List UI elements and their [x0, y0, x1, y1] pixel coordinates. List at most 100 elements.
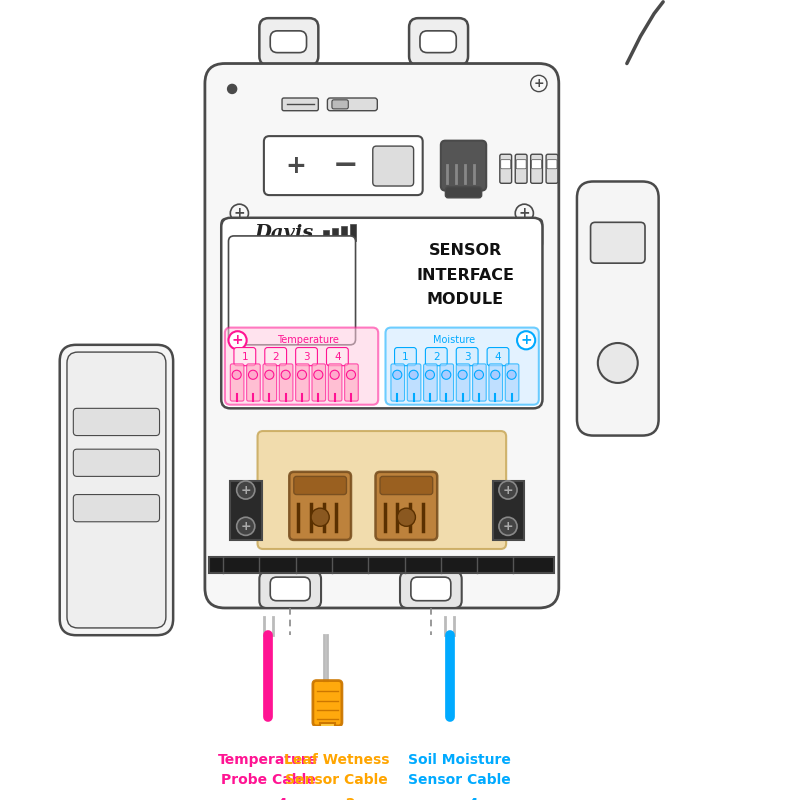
FancyBboxPatch shape	[375, 472, 438, 540]
FancyBboxPatch shape	[259, 18, 318, 66]
Text: Temperature: Temperature	[278, 335, 339, 346]
FancyBboxPatch shape	[296, 347, 318, 366]
FancyBboxPatch shape	[386, 327, 539, 405]
Text: +: +	[518, 206, 530, 220]
Circle shape	[346, 370, 355, 379]
Text: +: +	[234, 206, 245, 220]
FancyBboxPatch shape	[230, 364, 244, 401]
Text: 3: 3	[464, 352, 470, 362]
Circle shape	[229, 331, 246, 350]
FancyBboxPatch shape	[270, 31, 306, 53]
Circle shape	[298, 370, 306, 379]
Circle shape	[458, 370, 467, 379]
Text: 4: 4	[334, 352, 341, 362]
Circle shape	[249, 370, 258, 379]
Circle shape	[227, 84, 237, 94]
FancyBboxPatch shape	[577, 182, 658, 435]
FancyBboxPatch shape	[426, 347, 447, 366]
FancyBboxPatch shape	[456, 347, 478, 366]
Text: −: −	[333, 151, 358, 180]
FancyBboxPatch shape	[473, 364, 486, 401]
Text: 2: 2	[433, 352, 440, 362]
FancyBboxPatch shape	[290, 472, 351, 540]
Bar	[332, 228, 338, 238]
FancyBboxPatch shape	[411, 577, 451, 601]
Bar	[323, 230, 330, 236]
FancyBboxPatch shape	[258, 431, 506, 549]
FancyBboxPatch shape	[530, 154, 542, 183]
FancyBboxPatch shape	[74, 449, 159, 476]
Circle shape	[237, 518, 255, 535]
FancyBboxPatch shape	[222, 218, 542, 248]
FancyBboxPatch shape	[531, 160, 542, 169]
FancyBboxPatch shape	[332, 100, 348, 109]
Circle shape	[490, 370, 500, 379]
Circle shape	[281, 370, 290, 379]
Circle shape	[442, 370, 451, 379]
FancyBboxPatch shape	[489, 364, 502, 401]
FancyBboxPatch shape	[263, 364, 277, 401]
FancyBboxPatch shape	[380, 476, 433, 494]
FancyBboxPatch shape	[327, 98, 378, 110]
Text: +: +	[534, 77, 544, 90]
Text: 4: 4	[494, 352, 502, 362]
FancyBboxPatch shape	[282, 98, 318, 110]
Circle shape	[517, 331, 535, 350]
Circle shape	[507, 370, 516, 379]
Text: max 4x: max 4x	[240, 797, 297, 800]
Text: +: +	[520, 334, 532, 347]
FancyBboxPatch shape	[296, 364, 310, 401]
Bar	[341, 226, 347, 239]
FancyBboxPatch shape	[279, 364, 293, 401]
FancyBboxPatch shape	[590, 222, 645, 263]
Text: +: +	[502, 483, 514, 497]
FancyBboxPatch shape	[259, 572, 321, 608]
FancyBboxPatch shape	[270, 577, 310, 601]
Bar	[350, 224, 357, 242]
FancyBboxPatch shape	[515, 154, 527, 183]
FancyBboxPatch shape	[246, 364, 260, 401]
Circle shape	[314, 370, 323, 379]
Circle shape	[398, 508, 415, 526]
Text: 1: 1	[402, 352, 409, 362]
Circle shape	[474, 370, 483, 379]
FancyBboxPatch shape	[441, 141, 486, 190]
Circle shape	[499, 518, 517, 535]
Circle shape	[232, 370, 242, 379]
Text: Leaf Wetness
Sensor Cable: Leaf Wetness Sensor Cable	[284, 753, 390, 786]
Text: Soil Moisture
Sensor Cable: Soil Moisture Sensor Cable	[407, 753, 510, 786]
Circle shape	[265, 370, 274, 379]
Text: max 2x: max 2x	[308, 797, 365, 800]
FancyBboxPatch shape	[234, 347, 256, 366]
FancyBboxPatch shape	[407, 364, 421, 401]
Text: max 4x: max 4x	[430, 797, 487, 800]
Bar	[320, 723, 334, 739]
Text: Moisture: Moisture	[434, 335, 475, 346]
FancyBboxPatch shape	[222, 218, 542, 408]
FancyBboxPatch shape	[373, 146, 414, 186]
Circle shape	[393, 370, 402, 379]
FancyBboxPatch shape	[229, 236, 355, 345]
Text: +: +	[502, 520, 514, 533]
FancyBboxPatch shape	[487, 347, 509, 366]
Text: 3: 3	[303, 352, 310, 362]
FancyBboxPatch shape	[60, 345, 173, 635]
FancyBboxPatch shape	[74, 494, 159, 522]
FancyBboxPatch shape	[294, 476, 346, 494]
FancyBboxPatch shape	[205, 63, 558, 608]
FancyBboxPatch shape	[264, 136, 422, 195]
FancyBboxPatch shape	[74, 408, 159, 435]
FancyBboxPatch shape	[67, 352, 166, 628]
FancyBboxPatch shape	[500, 154, 512, 183]
FancyBboxPatch shape	[328, 364, 342, 401]
Circle shape	[426, 370, 434, 379]
Text: 1: 1	[242, 352, 248, 362]
Text: 2: 2	[272, 352, 279, 362]
FancyBboxPatch shape	[516, 160, 526, 169]
FancyBboxPatch shape	[506, 364, 519, 401]
Text: +: +	[286, 154, 306, 178]
FancyBboxPatch shape	[446, 187, 482, 198]
Text: Temperature
Probe Cable: Temperature Probe Cable	[218, 753, 318, 786]
FancyBboxPatch shape	[400, 572, 462, 608]
Circle shape	[598, 343, 638, 383]
